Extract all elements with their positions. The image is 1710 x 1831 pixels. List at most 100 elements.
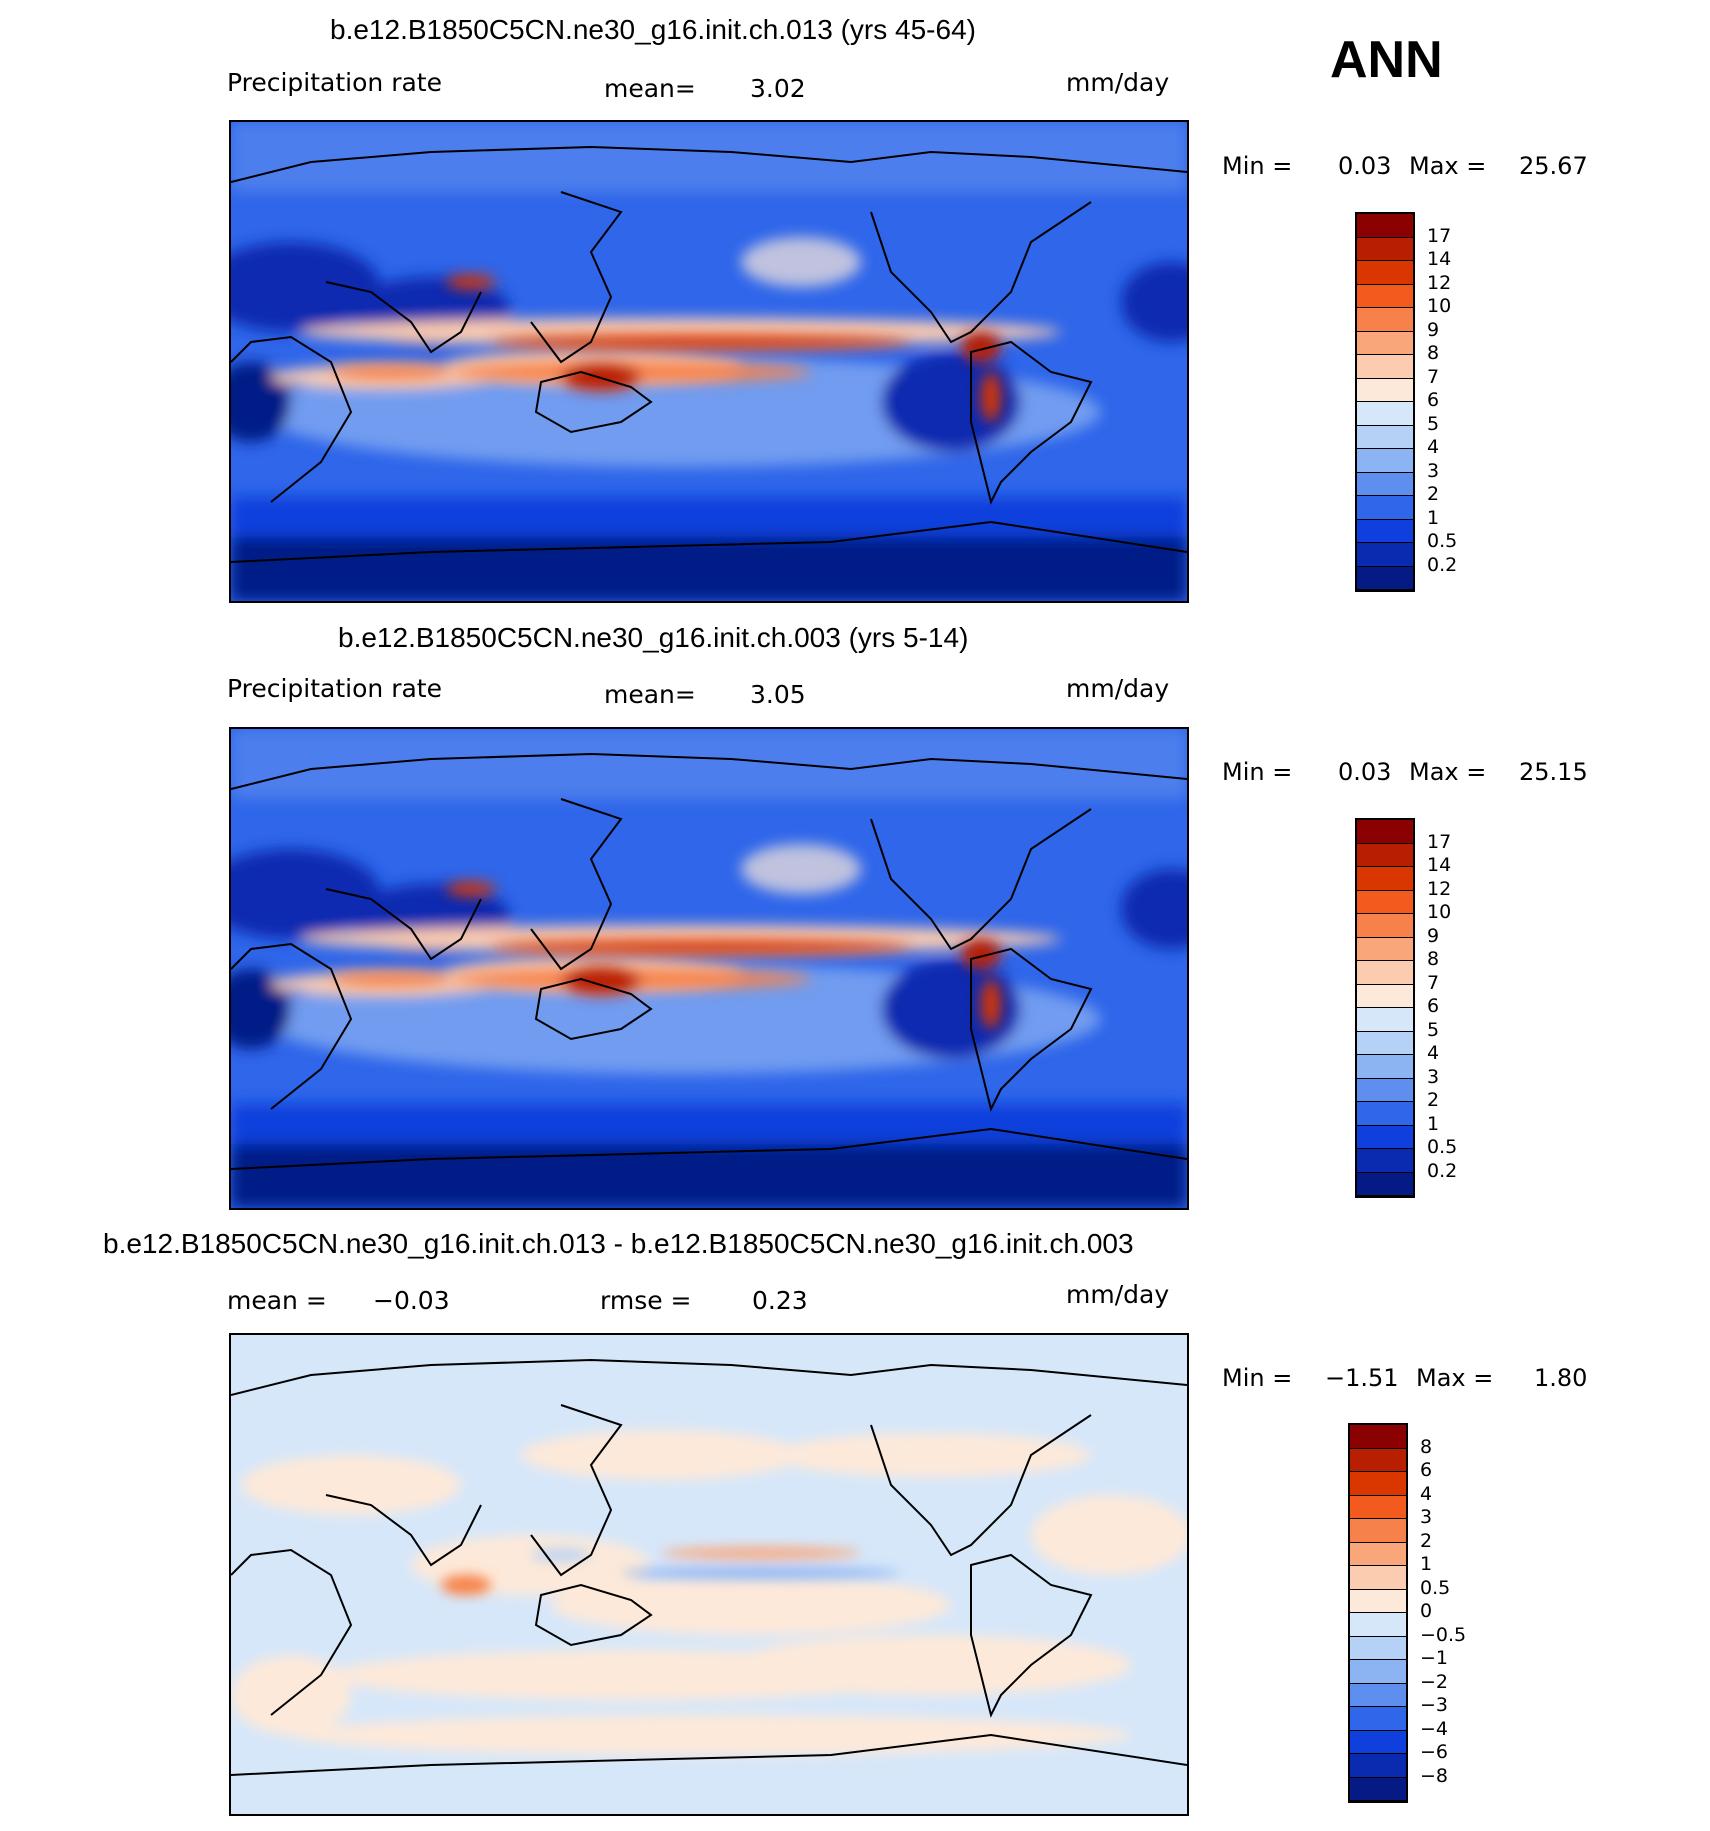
panel-3-rmse-label: rmse = xyxy=(600,1286,692,1315)
colorbar-tick-label: 1 xyxy=(1420,1553,1433,1575)
colorbar-tick-label: −1 xyxy=(1420,1647,1449,1669)
colorbar-swatch xyxy=(1357,843,1413,867)
panel-3-colorbar-swatches xyxy=(1348,1423,1408,1803)
panel-1-mean-label: mean= xyxy=(604,74,696,103)
colorbar-tick-label: 0.5 xyxy=(1420,1576,1451,1599)
panel-3-mean-label: mean = xyxy=(227,1286,327,1315)
colorbar-swatch xyxy=(1357,867,1413,891)
panel-1-colorbar-swatches xyxy=(1355,212,1415,592)
panel-1-map xyxy=(229,120,1189,603)
panel-3-rmse-value: 0.23 xyxy=(752,1286,808,1315)
panel-3-mean-value: −0.03 xyxy=(373,1286,450,1315)
panel-1-precip-field xyxy=(231,122,1187,601)
panel-1-min-label: Min = xyxy=(1222,152,1293,180)
colorbar-swatch xyxy=(1357,496,1413,520)
panel-3-colorbar: 8 6 4 3 2 1 0.5 0 −0.5 −1 −2 −3 −4 −6 −8 xyxy=(1348,1423,1498,1803)
panel-1-max-label: Max = xyxy=(1409,152,1487,180)
colorbar-swatch xyxy=(1357,402,1413,426)
colorbar-swatch xyxy=(1357,425,1413,449)
colorbar-swatch xyxy=(1357,214,1413,238)
colorbar-tick-label: 2 xyxy=(1427,1089,1440,1111)
colorbar-swatch xyxy=(1350,1566,1406,1590)
panel-2-units: mm/day xyxy=(1066,674,1170,703)
colorbar-swatch xyxy=(1357,308,1413,332)
colorbar-swatch xyxy=(1350,1495,1406,1519)
colorbar-swatch xyxy=(1357,1172,1413,1196)
colorbar-tick-label: 3 xyxy=(1427,1065,1440,1088)
colorbar-tick-label: 1 xyxy=(1427,506,1440,529)
colorbar-swatch xyxy=(1357,355,1413,379)
panel-2-colorbar: 17 14 12 10 9 8 7 6 5 4 3 2 1 0.5 0.2 xyxy=(1355,818,1495,1198)
colorbar-swatch xyxy=(1357,914,1413,938)
colorbar-tick-label: 0 xyxy=(1420,1600,1433,1622)
colorbar-tick-label: 8 xyxy=(1427,948,1440,970)
colorbar-tick-label: 2 xyxy=(1420,1529,1433,1552)
colorbar-swatch xyxy=(1357,519,1413,543)
panel-3-max-value: 1.80 xyxy=(1534,1364,1588,1392)
colorbar-tick-label: 4 xyxy=(1427,436,1440,458)
colorbar-tick-label: 3 xyxy=(1420,1506,1433,1528)
colorbar-tick-label: 7 xyxy=(1427,971,1440,994)
panel-2-mean-label: mean= xyxy=(604,680,696,709)
colorbar-swatch xyxy=(1350,1754,1406,1778)
colorbar-swatch xyxy=(1357,890,1413,914)
panel-3-units: mm/day xyxy=(1066,1280,1170,1309)
colorbar-tick-label: 6 xyxy=(1427,995,1440,1017)
colorbar-tick-label: 1 xyxy=(1427,1112,1440,1135)
panel-1-units: mm/day xyxy=(1066,68,1170,97)
colorbar-tick-label: 9 xyxy=(1427,318,1440,341)
colorbar-swatch xyxy=(1357,961,1413,985)
colorbar-swatch xyxy=(1357,1078,1413,1102)
colorbar-tick-label: 14 xyxy=(1427,854,1452,876)
colorbar-swatch xyxy=(1350,1636,1406,1660)
colorbar-swatch xyxy=(1350,1707,1406,1731)
colorbar-swatch xyxy=(1357,472,1413,496)
colorbar-swatch xyxy=(1357,820,1413,844)
colorbar-swatch xyxy=(1357,543,1413,567)
colorbar-swatch xyxy=(1357,1102,1413,1126)
colorbar-tick-label: −2 xyxy=(1420,1670,1449,1693)
panel-1-colorbar: 17 14 12 10 9 8 7 6 5 4 3 2 1 0.5 0.2 xyxy=(1355,212,1495,592)
colorbar-swatch xyxy=(1357,937,1413,961)
colorbar-tick-label: 12 xyxy=(1427,271,1452,294)
colorbar-swatch xyxy=(1357,1031,1413,1055)
colorbar-swatch xyxy=(1357,284,1413,308)
panel-3-map xyxy=(229,1333,1189,1816)
colorbar-tick-label: 2 xyxy=(1427,483,1440,505)
colorbar-swatch xyxy=(1357,566,1413,590)
colorbar-tick-label: −6 xyxy=(1420,1741,1449,1763)
colorbar-tick-label: 0.5 xyxy=(1427,1136,1458,1158)
colorbar-swatch xyxy=(1350,1660,1406,1684)
colorbar-swatch xyxy=(1350,1425,1406,1449)
colorbar-swatch xyxy=(1357,984,1413,1008)
colorbar-swatch xyxy=(1350,1448,1406,1472)
colorbar-tick-label: 9 xyxy=(1427,924,1440,947)
panel-2-mean-value: 3.05 xyxy=(750,680,806,709)
colorbar-tick-label: 14 xyxy=(1427,248,1452,270)
colorbar-tick-label: 5 xyxy=(1427,1018,1440,1041)
panel-2-colorbar-swatches xyxy=(1355,818,1415,1198)
panel-2-max-value: 25.15 xyxy=(1519,758,1588,786)
season-label: ANN xyxy=(1330,31,1443,89)
colorbar-swatch xyxy=(1357,449,1413,473)
colorbar-tick-label: −3 xyxy=(1420,1694,1449,1716)
colorbar-tick-label: 0.2 xyxy=(1427,553,1458,576)
colorbar-tick-label: 0.2 xyxy=(1427,1159,1458,1182)
colorbar-swatch xyxy=(1357,331,1413,355)
colorbar-swatch xyxy=(1350,1683,1406,1707)
colorbar-swatch xyxy=(1350,1730,1406,1754)
panel-2-map xyxy=(229,727,1189,1210)
colorbar-tick-label: 4 xyxy=(1420,1482,1433,1505)
colorbar-swatch xyxy=(1350,1613,1406,1637)
colorbar-tick-label: 17 xyxy=(1427,224,1452,247)
panel-2-title: b.e12.B1850C5CN.ne30_g16.init.ch.003 (yr… xyxy=(338,622,969,653)
colorbar-swatch xyxy=(1350,1777,1406,1801)
colorbar-swatch xyxy=(1350,1589,1406,1613)
panel-3-min-value: −1.51 xyxy=(1325,1364,1399,1392)
panel-2-min-value: 0.03 xyxy=(1338,758,1392,786)
colorbar-tick-label: 17 xyxy=(1427,830,1452,853)
colorbar-swatch xyxy=(1357,1055,1413,1079)
colorbar-tick-label: 10 xyxy=(1427,295,1452,317)
colorbar-tick-label: −8 xyxy=(1420,1764,1449,1787)
panel-2-precip-field xyxy=(231,729,1187,1208)
